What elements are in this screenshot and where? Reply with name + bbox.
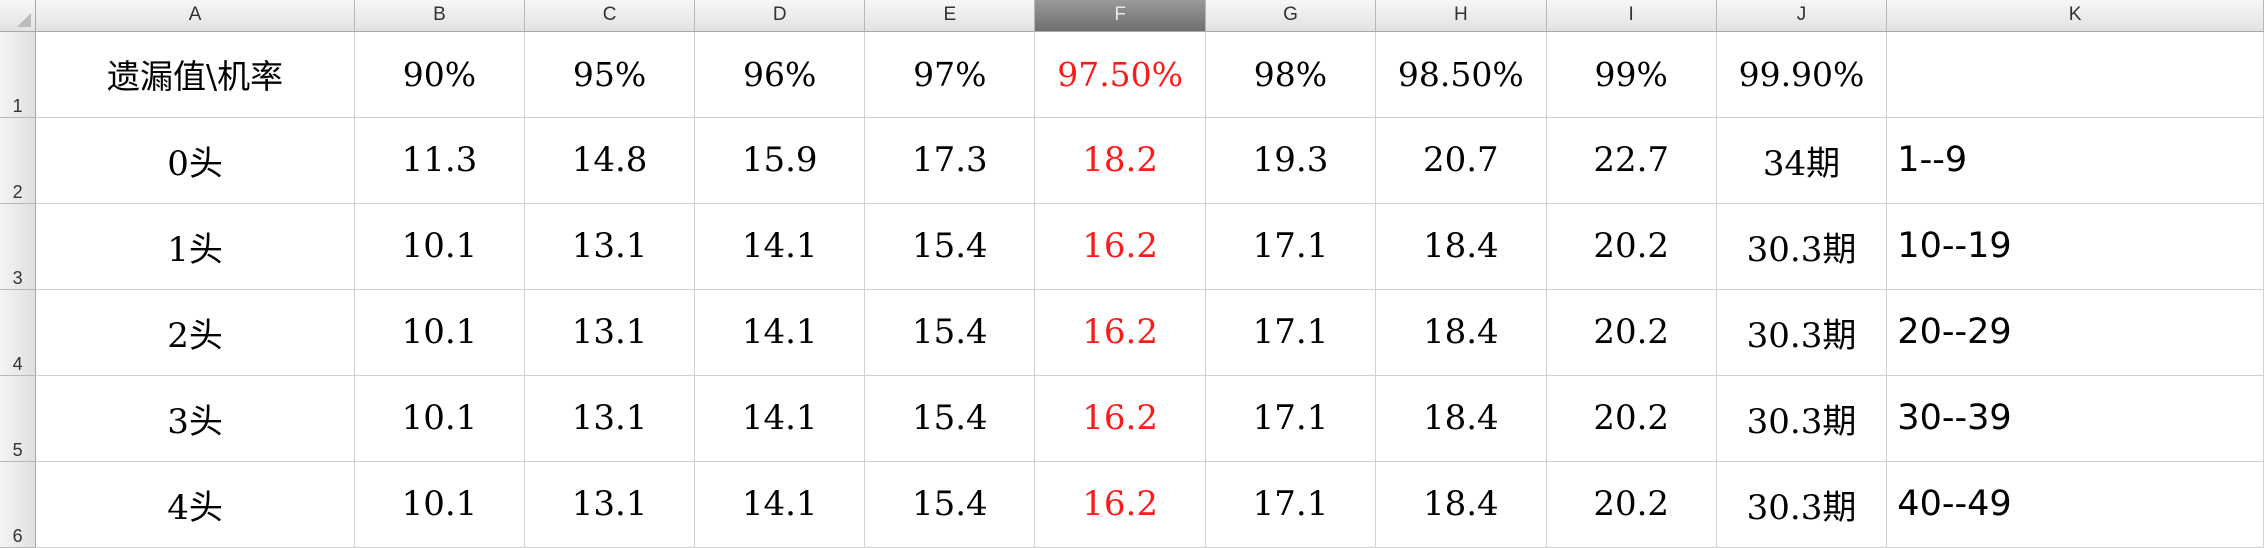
cell-d4[interactable]: 14.1 <box>694 289 866 376</box>
table-row: 1 遗漏值\机率 90% 95% 96% 97% 97.50% 98% 98.5… <box>0 31 2264 118</box>
cell-j2[interactable]: 34期 <box>1716 117 1888 204</box>
cell-f1[interactable]: 97.50% <box>1034 31 1206 118</box>
cell-g4[interactable]: 17.1 <box>1205 289 1377 376</box>
cell-d5[interactable]: 14.1 <box>694 375 866 462</box>
column-header-f[interactable]: F <box>1034 0 1206 32</box>
cell-f3[interactable]: 16.2 <box>1034 203 1206 290</box>
cell-e3[interactable]: 15.4 <box>864 203 1036 290</box>
cell-e2[interactable]: 17.3 <box>864 117 1036 204</box>
cell-j4[interactable]: 30.3期 <box>1716 289 1888 376</box>
cell-a2[interactable]: 0头 <box>35 117 355 204</box>
cell-g3[interactable]: 17.1 <box>1205 203 1377 290</box>
column-header-a[interactable]: A <box>35 0 355 32</box>
cell-a3[interactable]: 1头 <box>35 203 355 290</box>
cell-b6[interactable]: 10.1 <box>354 461 526 548</box>
cell-i1[interactable]: 99% <box>1546 31 1717 118</box>
cell-b1[interactable]: 90% <box>354 31 526 118</box>
select-all-corner[interactable] <box>0 0 37 32</box>
cell-b4[interactable]: 10.1 <box>354 289 526 376</box>
column-header-e[interactable]: E <box>864 0 1036 32</box>
column-header-i[interactable]: I <box>1546 0 1717 32</box>
table-row: 3 1头 10.1 13.1 14.1 15.4 16.2 17.1 18.4 … <box>0 203 2264 290</box>
cell-g2[interactable]: 19.3 <box>1205 117 1377 204</box>
select-all-icon <box>17 12 32 27</box>
cell-d2[interactable]: 15.9 <box>694 117 866 204</box>
cell-f5[interactable]: 16.2 <box>1034 375 1206 462</box>
cell-g5[interactable]: 17.1 <box>1205 375 1377 462</box>
cell-e6[interactable]: 15.4 <box>864 461 1036 548</box>
row-header-6[interactable]: 6 <box>0 461 37 548</box>
cell-e1[interactable]: 97% <box>864 31 1036 118</box>
cell-i2[interactable]: 22.7 <box>1546 117 1717 204</box>
row-header-1[interactable]: 1 <box>0 31 37 118</box>
cell-k3[interactable]: 10--19 <box>1886 203 2264 290</box>
cell-h5[interactable]: 18.4 <box>1375 375 1547 462</box>
cell-c5[interactable]: 13.1 <box>524 375 696 462</box>
table-row: 6 4头 10.1 13.1 14.1 15.4 16.2 17.1 18.4 … <box>0 461 2264 548</box>
cell-f4[interactable]: 16.2 <box>1034 289 1206 376</box>
cell-a6[interactable]: 4头 <box>35 461 355 548</box>
cell-k1[interactable] <box>1886 31 2264 118</box>
column-header-d[interactable]: D <box>694 0 866 32</box>
cell-e4[interactable]: 15.4 <box>864 289 1036 376</box>
row-header-4[interactable]: 4 <box>0 289 37 376</box>
cell-a1[interactable]: 遗漏值\机率 <box>35 31 355 118</box>
cell-h3[interactable]: 18.4 <box>1375 203 1547 290</box>
cell-i5[interactable]: 20.2 <box>1546 375 1717 462</box>
row-header-2[interactable]: 2 <box>0 117 37 204</box>
cell-b2[interactable]: 11.3 <box>354 117 526 204</box>
cell-i4[interactable]: 20.2 <box>1546 289 1717 376</box>
cell-k6[interactable]: 40--49 <box>1886 461 2264 548</box>
column-header-h[interactable]: H <box>1375 0 1547 32</box>
column-header-g[interactable]: G <box>1205 0 1377 32</box>
cell-c4[interactable]: 13.1 <box>524 289 696 376</box>
cell-c3[interactable]: 13.1 <box>524 203 696 290</box>
cell-d3[interactable]: 14.1 <box>694 203 866 290</box>
cell-b3[interactable]: 10.1 <box>354 203 526 290</box>
column-header-j[interactable]: J <box>1716 0 1888 32</box>
cell-j3[interactable]: 30.3期 <box>1716 203 1888 290</box>
column-header-c[interactable]: C <box>524 0 696 32</box>
cell-j5[interactable]: 30.3期 <box>1716 375 1888 462</box>
table-row: 5 3头 10.1 13.1 14.1 15.4 16.2 17.1 18.4 … <box>0 375 2264 462</box>
cell-f6[interactable]: 16.2 <box>1034 461 1206 548</box>
cell-a4[interactable]: 2头 <box>35 289 355 376</box>
column-header-row: A B C D E F G H I J K <box>0 0 2264 32</box>
cell-d6[interactable]: 14.1 <box>694 461 866 548</box>
cell-c2[interactable]: 14.8 <box>524 117 696 204</box>
cell-i3[interactable]: 20.2 <box>1546 203 1717 290</box>
cell-k4[interactable]: 20--29 <box>1886 289 2264 376</box>
cell-j6[interactable]: 30.3期 <box>1716 461 1888 548</box>
cell-b5[interactable]: 10.1 <box>354 375 526 462</box>
cell-k5[interactable]: 30--39 <box>1886 375 2264 462</box>
cell-a5[interactable]: 3头 <box>35 375 355 462</box>
cell-g6[interactable]: 17.1 <box>1205 461 1377 548</box>
cell-c1[interactable]: 95% <box>524 31 696 118</box>
cell-f2[interactable]: 18.2 <box>1034 117 1206 204</box>
cell-h2[interactable]: 20.7 <box>1375 117 1547 204</box>
cell-h4[interactable]: 18.4 <box>1375 289 1547 376</box>
cell-i6[interactable]: 20.2 <box>1546 461 1717 548</box>
cell-d1[interactable]: 96% <box>694 31 866 118</box>
table-row: 2 0头 11.3 14.8 15.9 17.3 18.2 19.3 20.7 … <box>0 117 2264 204</box>
cell-h1[interactable]: 98.50% <box>1375 31 1547 118</box>
cell-j1[interactable]: 99.90% <box>1716 31 1888 118</box>
cell-c6[interactable]: 13.1 <box>524 461 696 548</box>
table-row: 4 2头 10.1 13.1 14.1 15.4 16.2 17.1 18.4 … <box>0 289 2264 376</box>
cell-k2[interactable]: 1--9 <box>1886 117 2264 204</box>
cell-h6[interactable]: 18.4 <box>1375 461 1547 548</box>
cell-e5[interactable]: 15.4 <box>864 375 1036 462</box>
column-header-b[interactable]: B <box>354 0 526 32</box>
row-header-3[interactable]: 3 <box>0 203 37 290</box>
row-header-5[interactable]: 5 <box>0 375 37 462</box>
column-header-k[interactable]: K <box>1886 0 2264 32</box>
cell-g1[interactable]: 98% <box>1205 31 1377 118</box>
